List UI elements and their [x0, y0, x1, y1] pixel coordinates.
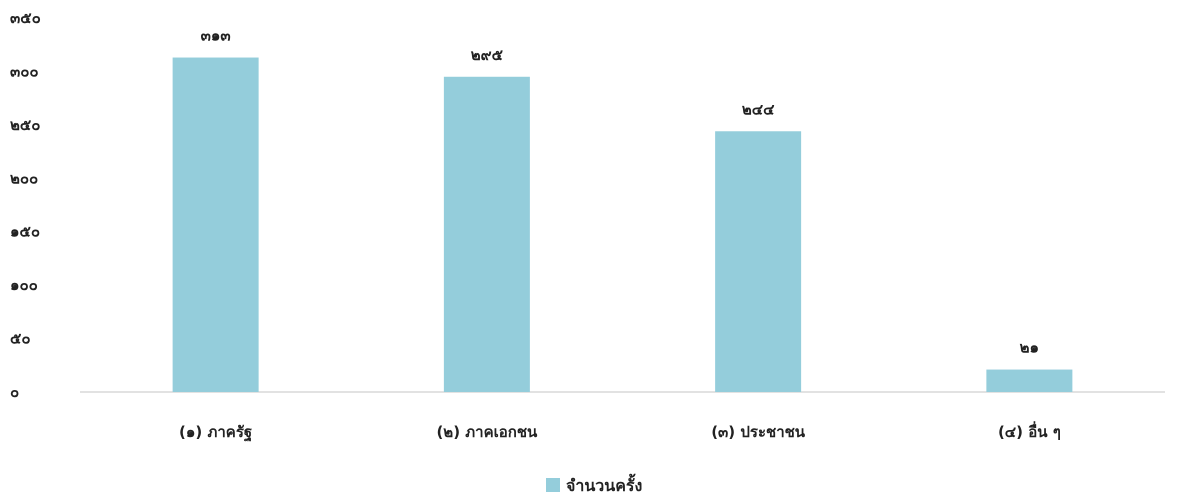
y-tick-label: ๑๐๐ [10, 276, 38, 294]
bar [715, 131, 802, 393]
legend-swatch [546, 478, 560, 492]
bar [443, 76, 530, 393]
data-label: ๒๙๕ [471, 46, 504, 64]
y-tick-label: ๒๐๐ [10, 169, 38, 187]
category-label: (๑) ภาครัฐ [179, 423, 252, 442]
legend-label: จำนวนครั้ง [566, 473, 642, 495]
y-tick-label: ๐ [10, 383, 19, 401]
category-labels: (๑) ภาครัฐ (๒) ภาคเอกชน (๓) ประชาชน (๔) อื่… [179, 421, 1061, 442]
data-label: ๓๑๓ [201, 27, 231, 45]
y-tick-label: ๑๕๐ [10, 223, 40, 241]
y-axis-ticks: ๐ ๕๐ ๑๐๐ ๑๕๐ ๒๐๐ ๒๕๐ ๓๐๐ ๓๕๐ [10, 9, 41, 401]
data-label: ๒๔๔ [742, 100, 775, 118]
bar [986, 369, 1073, 392]
y-tick-label: ๕๐ [10, 330, 31, 348]
bar [172, 57, 259, 393]
y-tick-label: ๒๕๐ [10, 116, 40, 134]
y-tick-label: ๓๐๐ [10, 62, 39, 80]
category-label: (๒) ภาคเอกชน [436, 423, 538, 441]
legend: จำนวนครั้ง [546, 473, 642, 495]
category-label: (๓) ประชาชน [711, 423, 806, 441]
bars [172, 57, 1073, 393]
data-label: ๒๑ [1020, 339, 1039, 357]
y-tick-label: ๓๕๐ [10, 9, 41, 27]
category-label: (๔) อื่น ๆ [998, 421, 1061, 441]
